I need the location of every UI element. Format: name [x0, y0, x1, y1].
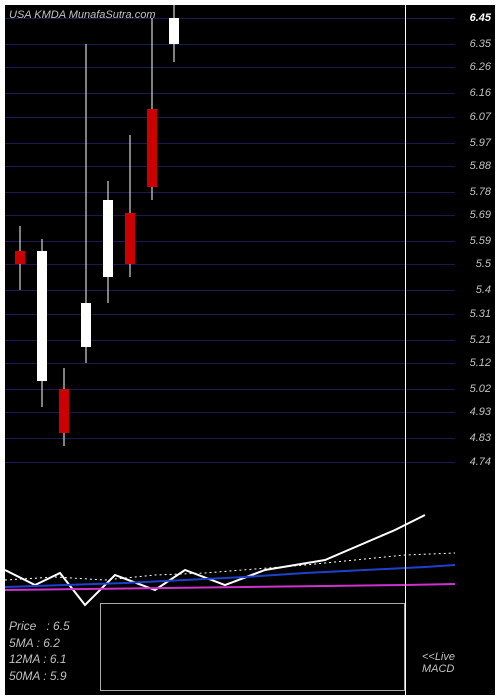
- gridline-label: 5.88: [470, 160, 491, 172]
- gridline-label: 5.21: [470, 334, 491, 346]
- gridline: [5, 389, 455, 390]
- gridline: [5, 67, 455, 68]
- gridline-label: 6.45: [470, 12, 491, 24]
- chart-container: USA KMDA MunafaSutra.com 6.45 6.35 6.26 6.1…: [5, 5, 495, 695]
- gridline: [5, 143, 455, 144]
- price-value: 6.5: [53, 619, 70, 633]
- gridline-label: 5.97: [470, 137, 491, 149]
- info-5ma: 5MA : 6.2: [9, 635, 70, 652]
- info-12ma: 12MA : 6.1: [9, 651, 70, 668]
- candle-body: [125, 213, 135, 265]
- candle-body: [81, 303, 91, 347]
- candle-body: [103, 200, 113, 278]
- gridline: [5, 462, 455, 463]
- ma12-label: 12MA: [9, 652, 40, 666]
- info-50ma: 50MA : 5.9: [9, 668, 70, 685]
- price-panel: 6.45 6.35 6.26 6.16 6.07 5.97 5.88 5.78 5.69 5.59…: [5, 5, 495, 485]
- live-macd-label: <<Live MACD: [422, 651, 455, 675]
- candle-body: [169, 18, 179, 44]
- gridline-label: 5.02: [470, 383, 491, 395]
- indicator-line: [5, 515, 425, 605]
- info-box: Price : 6.5 5MA : 6.2 12MA : 6.1 50MA : …: [9, 618, 70, 685]
- ma5-label: 5MA: [9, 636, 33, 650]
- chart-header: USA KMDA MunafaSutra.com: [9, 9, 156, 21]
- gridline: [5, 93, 455, 94]
- histogram-box: [100, 603, 405, 691]
- ma50-value: 5.9: [50, 669, 67, 683]
- gridline: [5, 215, 455, 216]
- price-label: Price: [9, 619, 36, 633]
- gridline-label: 5.69: [470, 209, 491, 221]
- gridline: [5, 290, 455, 291]
- gridline: [5, 241, 455, 242]
- gridline-label: 5.5: [476, 258, 491, 270]
- gridline: [5, 340, 455, 341]
- gridline: [5, 314, 455, 315]
- gridline-label: 5.59: [470, 235, 491, 247]
- gridline-label: 6.26: [470, 61, 491, 73]
- gridline: [5, 438, 455, 439]
- gridline-label: 6.07: [470, 111, 491, 123]
- gridline-label: 4.74: [470, 456, 491, 468]
- time-marker-line: [405, 5, 406, 695]
- ma12-value: 6.1: [50, 652, 67, 666]
- gridline-label: 6.16: [470, 87, 491, 99]
- gridline: [5, 363, 455, 364]
- ma5-value: 6.2: [43, 636, 60, 650]
- gridline-label: 4.93: [470, 406, 491, 418]
- gridline: [5, 412, 455, 413]
- gridline: [5, 117, 455, 118]
- live-line2: MACD: [422, 663, 455, 675]
- live-line1: <<Live: [422, 651, 455, 663]
- gridline: [5, 166, 455, 167]
- gridline-label: 5.12: [470, 357, 491, 369]
- candle-body: [59, 389, 69, 433]
- ma50-label: 50MA: [9, 669, 40, 683]
- gridline-label: 5.4: [476, 284, 491, 296]
- gridline: [5, 44, 455, 45]
- candle-body: [37, 251, 47, 381]
- gridline-label: 5.31: [470, 308, 491, 320]
- gridline-label: 6.35: [470, 38, 491, 50]
- gridline: [5, 264, 455, 265]
- candle-body: [15, 251, 25, 264]
- gridline: [5, 192, 455, 193]
- indicator-line: [5, 553, 455, 580]
- gridline-label: 4.83: [470, 432, 491, 444]
- gridline-label: 5.78: [470, 186, 491, 198]
- candle-body: [147, 109, 157, 187]
- info-price: Price : 6.5: [9, 618, 70, 635]
